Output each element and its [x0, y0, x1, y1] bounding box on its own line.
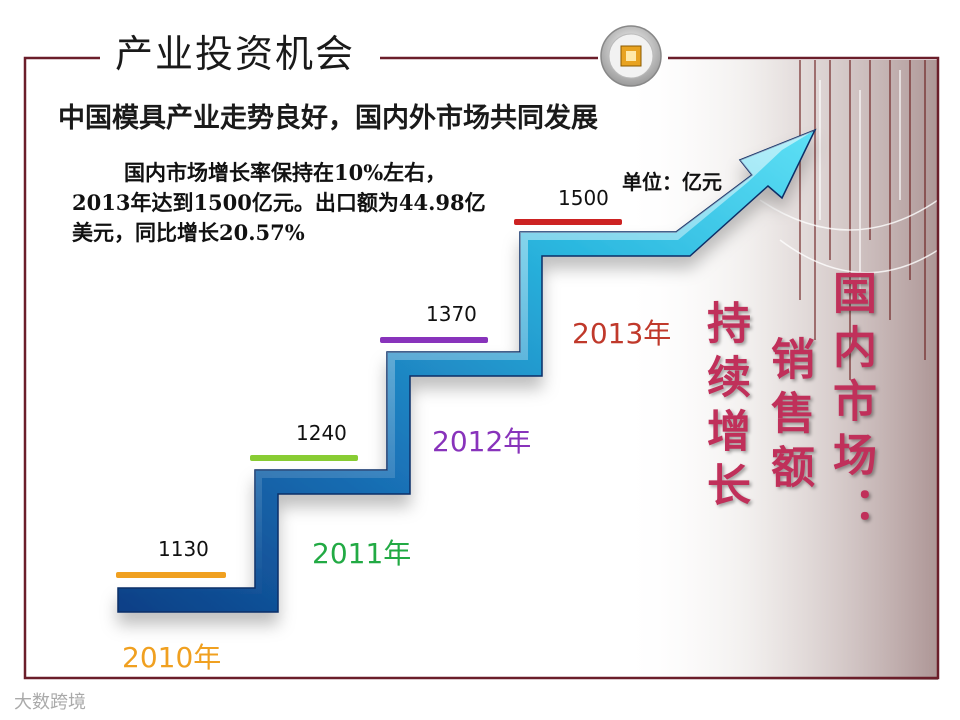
year-label-2011: 2011年 — [312, 537, 412, 570]
slide-subtitle: 中国模具产业走势良好，国内外市场共同发展 — [58, 103, 598, 134]
side-heading-sustained-growth: 持续增长 — [694, 300, 754, 532]
year-label-2010: 2010年 — [122, 641, 222, 674]
description-body: 国内市场增长率保持在10%左右，2013年达到1500亿元。出口额为44.98亿… — [72, 160, 486, 245]
value-label-2012: 1370 — [426, 302, 477, 326]
value-label-2010: 1130 — [158, 537, 209, 561]
year-label-2012: 2012年 — [432, 425, 532, 458]
description-text: 国内市场增长率保持在10%左右，2013年达到1500亿元。出口额为44.98亿… — [72, 158, 492, 248]
growth-staircase-arrow — [117, 128, 817, 613]
value-label-2011: 1240 — [296, 421, 347, 445]
side-heading-text: 持续增长 — [699, 300, 750, 516]
year-label-2013: 2013年 — [572, 317, 672, 350]
side-heading-domestic-market: 国内市场： — [820, 270, 880, 556]
section-title: 产业投资机会 — [115, 32, 356, 76]
value-marker-bar — [514, 219, 622, 225]
value-label-2013: 1500 — [558, 186, 609, 210]
side-heading-text: 国内市场： — [825, 270, 876, 540]
watermark-text: 大数跨境 — [14, 692, 86, 713]
value-marker-bar — [380, 337, 488, 343]
side-heading-text: 销售额 — [763, 336, 814, 498]
ornament-button — [600, 25, 662, 87]
value-marker-bar — [250, 455, 358, 461]
unit-label: 单位：亿元 — [622, 170, 722, 194]
frame-border — [23, 56, 940, 680]
value-marker-bar — [116, 572, 226, 578]
side-heading-sales: 销售额 — [758, 336, 818, 514]
